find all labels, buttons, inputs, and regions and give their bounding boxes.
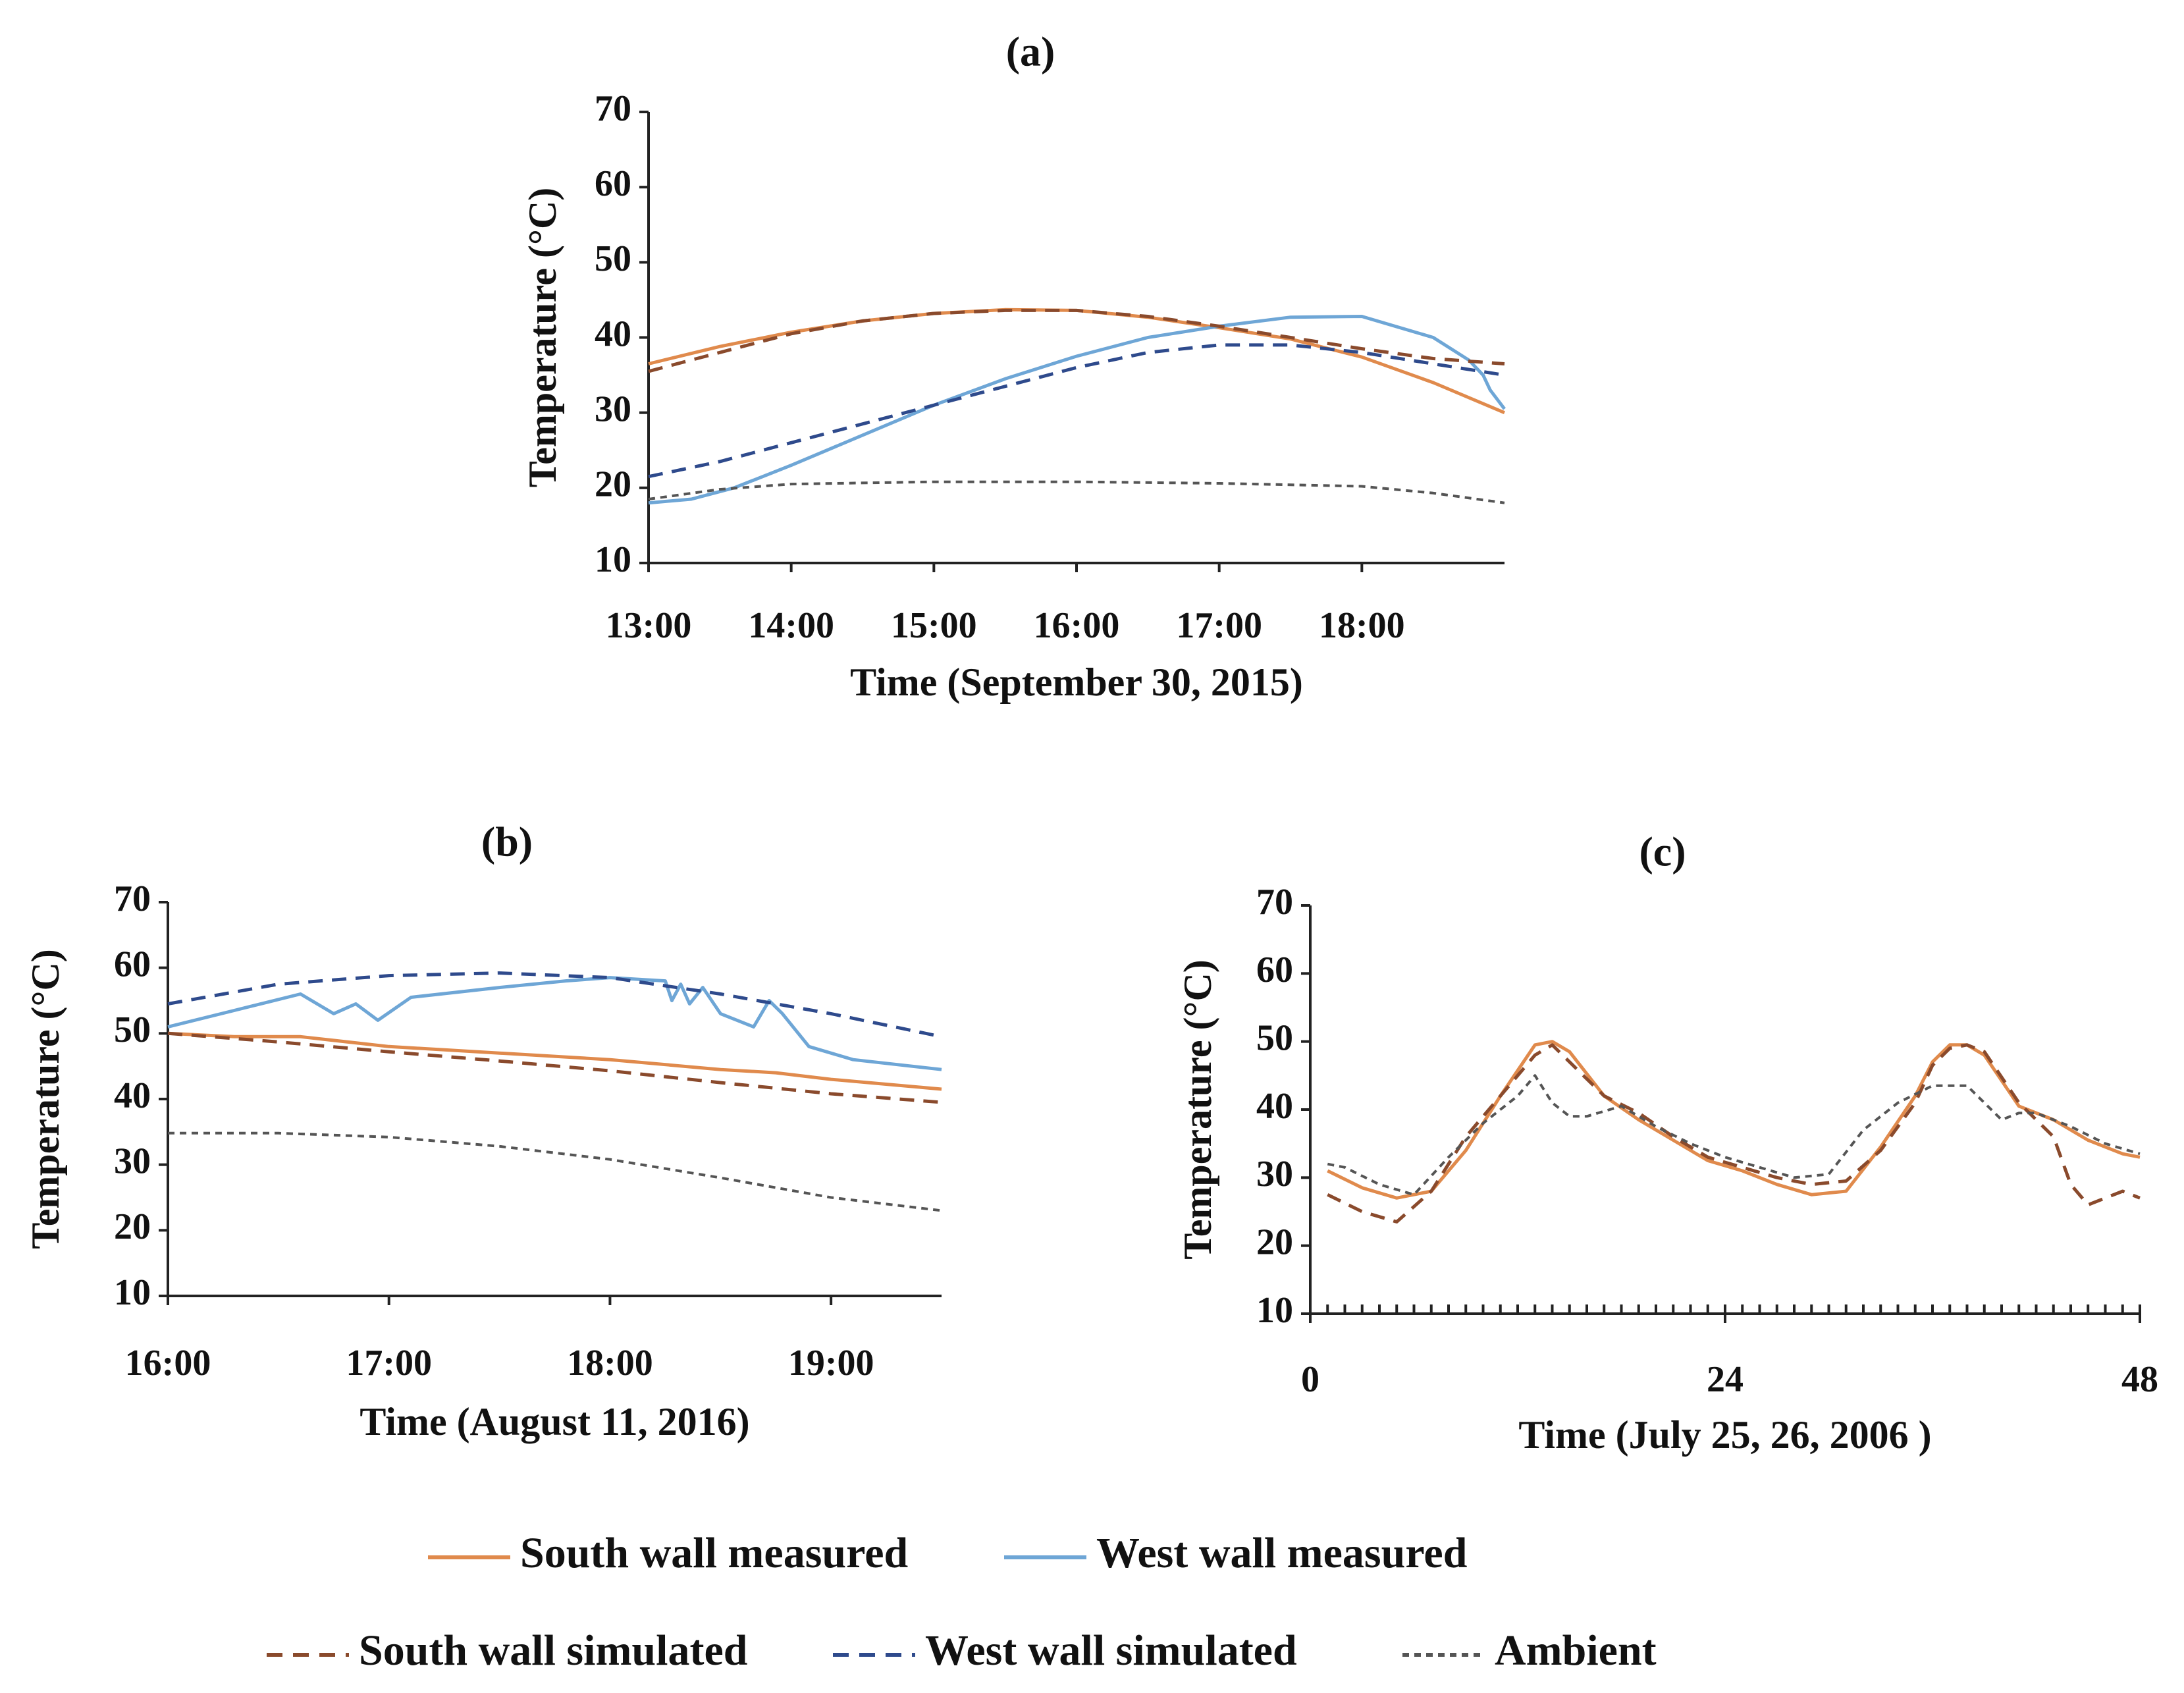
series-south-simulated <box>1327 1043 2141 1223</box>
series-west-measured <box>648 315 1506 505</box>
series-south-measured <box>648 308 1505 415</box>
legend: South wall measured West wall measured Sou… <box>267 1529 1657 1675</box>
y-tick-label: 40 <box>1256 1086 1293 1127</box>
panel-title-c: (c) <box>1639 828 1686 875</box>
series-west-simulated <box>167 971 942 1038</box>
y-tick-label: 40 <box>595 313 631 354</box>
y-tick-label: 20 <box>114 1206 151 1247</box>
x-axis-title: Time (July 25, 26, 2006 ) <box>1518 1413 1931 1457</box>
y-tick-label: 60 <box>1256 950 1293 990</box>
x-tick-label: 16:00 <box>1034 605 1120 646</box>
x-tick-label: 17:00 <box>1176 605 1262 646</box>
legend-label-west-measured: West wall measured <box>1096 1529 1467 1577</box>
y-tick-label: 60 <box>595 163 631 204</box>
x-tick-label: 48 <box>2121 1359 2158 1400</box>
x-tick-label: 19:00 <box>788 1343 874 1384</box>
y-tick-label: 50 <box>595 238 631 279</box>
panel-c: (c) 10 20 30 40 50 60 70 0 24 48 Time (July 25, 26,… <box>1176 828 2158 1457</box>
series-ambient <box>168 1131 942 1212</box>
y-axis-title: Temperature (°C) <box>521 188 564 488</box>
series-west-simulated <box>648 343 1505 479</box>
series-south-simulated <box>648 308 1505 373</box>
series-ambient <box>1327 1074 2141 1196</box>
series-ambient <box>648 480 1505 504</box>
x-tick-label: 16:00 <box>125 1343 211 1384</box>
y-tick-label: 10 <box>1256 1290 1293 1331</box>
y-tick-label: 50 <box>114 1009 151 1050</box>
y-tick-label: 30 <box>1256 1154 1293 1195</box>
y-tick-label: 70 <box>114 878 151 919</box>
y-tick-label: 20 <box>595 464 631 505</box>
legend-label-south-simulated: South wall simulated <box>359 1626 747 1675</box>
y-tick-label: 30 <box>114 1141 151 1182</box>
panel-title-a: (a) <box>1006 28 1055 75</box>
x-tick-label: 17:00 <box>346 1343 432 1384</box>
legend-label-south-measured: South wall measured <box>520 1529 908 1577</box>
y-tick-label: 60 <box>114 944 151 985</box>
series-south-simulated <box>167 1031 942 1104</box>
legend-label-ambient: Ambient <box>1495 1626 1657 1675</box>
y-tick-label: 10 <box>114 1272 151 1313</box>
y-tick-label: 30 <box>595 389 631 430</box>
x-axis-title: Time (August 11, 2016) <box>360 1400 749 1443</box>
x-tick-label: 18:00 <box>567 1343 653 1384</box>
y-tick-label: 50 <box>1256 1018 1293 1059</box>
x-tick-label: 14:00 <box>748 605 834 646</box>
x-tick-label: 18:00 <box>1319 605 1405 646</box>
panel-a: (a) 10 20 30 40 50 60 70 13:00 14:00 15:00 16:00 17:… <box>521 28 1506 704</box>
series-south-measured <box>1327 1040 2141 1200</box>
y-tick-label: 70 <box>595 88 631 129</box>
x-tick-label: 13:00 <box>606 605 692 646</box>
series-south-measured <box>167 1031 942 1091</box>
y-tick-label: 40 <box>114 1075 151 1116</box>
y-axis-title: Temperature (°C) <box>1176 959 1219 1260</box>
x-axis-title: Time (September 30, 2015) <box>850 660 1303 704</box>
x-tick-label: 15:00 <box>891 605 977 646</box>
panel-title-b: (b) <box>481 819 533 865</box>
panel-b: (b) 10 20 30 40 50 60 70 16:00 17:00 18:00 19:00 Tim… <box>24 819 942 1443</box>
legend-label-west-simulated: West wall simulated <box>925 1626 1297 1675</box>
y-axis-title: Temperature (°C) <box>24 949 67 1249</box>
x-tick-label: 0 <box>1301 1359 1319 1400</box>
y-tick-label: 70 <box>1256 882 1293 923</box>
series-west-measured <box>167 976 942 1071</box>
y-tick-label: 10 <box>595 539 631 580</box>
y-tick-label: 20 <box>1256 1222 1293 1263</box>
x-tick-label: 24 <box>1707 1359 1744 1400</box>
